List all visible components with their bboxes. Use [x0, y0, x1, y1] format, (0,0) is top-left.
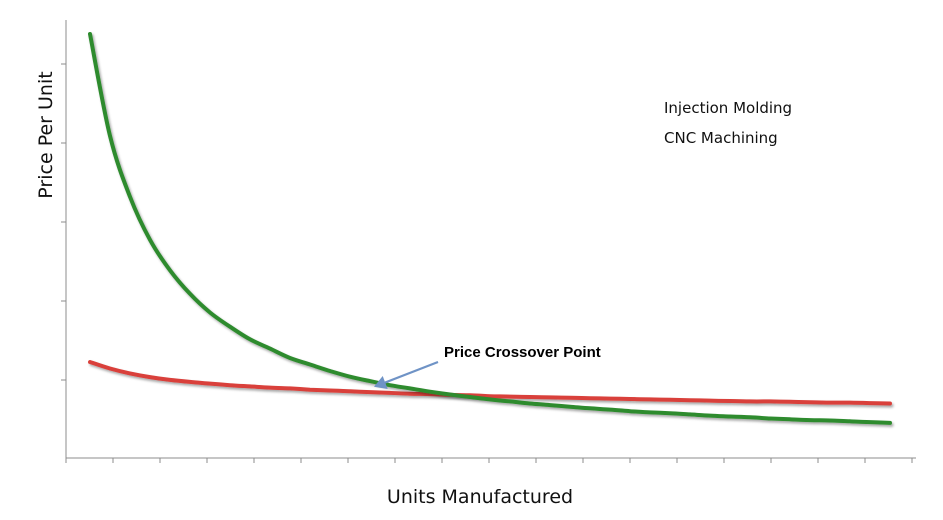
annotation-arrow-shaft — [384, 360, 439, 384]
axes — [61, 20, 916, 463]
x-axis-title: Units Manufactured — [387, 486, 573, 508]
series-line-injection-molding — [88, 32, 892, 425]
legend-label-injection-molding: Injection Molding — [664, 99, 792, 117]
annotation-label: Price Crossover Point — [444, 344, 601, 361]
annotation-layer: Price Crossover Point — [374, 344, 601, 389]
series-layer — [88, 32, 892, 425]
series-line-cnc-machining — [88, 360, 892, 406]
legend-label-cnc-machining: CNC Machining — [664, 129, 778, 147]
y-axis-title: Price Per Unit — [35, 71, 57, 198]
annotation-arrow — [374, 360, 439, 389]
annotation-arrow-head — [374, 376, 388, 389]
legend: Injection Molding CNC Machining — [594, 99, 792, 147]
